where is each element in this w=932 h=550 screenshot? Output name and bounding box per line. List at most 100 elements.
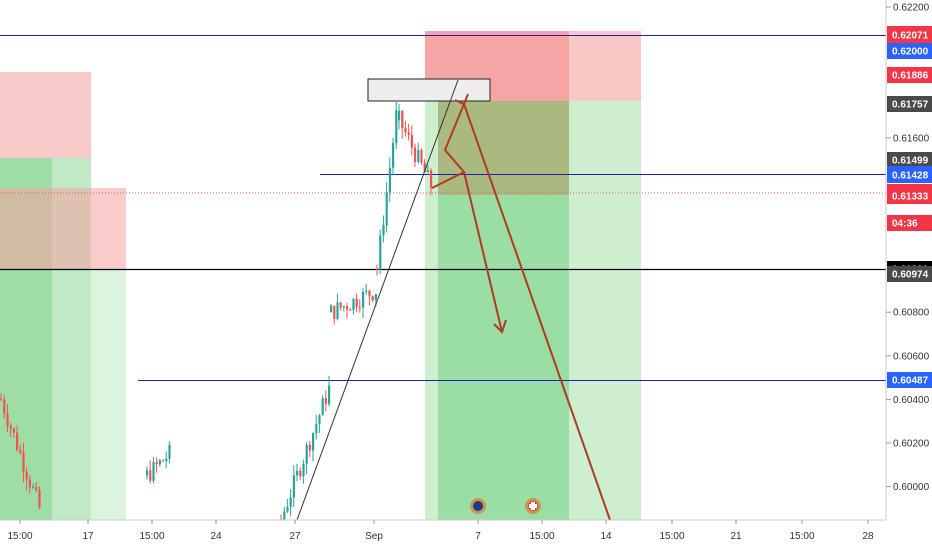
candle-body-50 bbox=[371, 296, 374, 301]
candle-body-5 bbox=[16, 432, 19, 451]
candle-body-2 bbox=[6, 413, 9, 426]
candle-body-18 bbox=[162, 460, 165, 462]
time-tick-label: 15:00 bbox=[139, 531, 164, 542]
candle-body-3 bbox=[9, 425, 12, 429]
candle-body-41 bbox=[342, 306, 345, 308]
time-tick-label: 14 bbox=[600, 531, 612, 542]
price-tick-label: 0.60200 bbox=[893, 439, 930, 450]
candle-body-45 bbox=[355, 298, 358, 308]
entry-overlap-zone bbox=[438, 101, 569, 195]
candle-body-19 bbox=[165, 458, 168, 462]
price-tag-label: 0.62071 bbox=[892, 31, 929, 42]
candle-body-10 bbox=[32, 486, 35, 488]
candle-body-11 bbox=[35, 486, 38, 490]
price-tag bbox=[887, 67, 932, 83]
price-tick-label: 0.60800 bbox=[893, 308, 930, 319]
candle-body-30 bbox=[308, 444, 311, 451]
candle-body-6 bbox=[19, 450, 22, 453]
price-tick-label: 0.62200 bbox=[893, 3, 930, 14]
price-tick-label: 0.60400 bbox=[893, 395, 930, 406]
time-tick-label: Sep bbox=[365, 531, 383, 542]
candle-body-32 bbox=[315, 424, 318, 434]
price-tag-label: 0.60487 bbox=[892, 376, 929, 387]
candle-body-7 bbox=[22, 452, 25, 472]
candle-body-34 bbox=[321, 398, 324, 416]
candle-body-51 bbox=[374, 294, 377, 301]
price-tag-label: 0.61757 bbox=[892, 100, 929, 111]
candle-body-65 bbox=[417, 149, 420, 162]
price-axis-tags: 0.620760.620710.620000.618860.617570.614… bbox=[887, 26, 932, 388]
candle-body-59 bbox=[398, 110, 401, 121]
time-tick-label: 21 bbox=[730, 531, 742, 542]
candle-body-31 bbox=[312, 433, 315, 451]
candle-body-0 bbox=[0, 399, 3, 401]
price-tag bbox=[887, 372, 932, 388]
price-tag-label: 0.61499 bbox=[892, 156, 929, 167]
candle-body-37 bbox=[330, 305, 333, 313]
time-tick-label: 15:00 bbox=[7, 531, 32, 542]
price-tag bbox=[887, 167, 932, 183]
time-tick-label: 17 bbox=[82, 531, 94, 542]
candle-body-42 bbox=[346, 306, 349, 310]
trend-line[interactable] bbox=[296, 79, 459, 521]
candle-body-66 bbox=[420, 149, 423, 163]
price-tick-label: 0.61600 bbox=[893, 133, 930, 144]
candle-body-1 bbox=[3, 399, 6, 414]
candle-body-63 bbox=[410, 135, 413, 148]
event-icons[interactable] bbox=[470, 498, 541, 514]
price-tag-label: 0.60974 bbox=[892, 270, 929, 281]
swiss-cross-icon bbox=[529, 502, 537, 510]
candle-body-39 bbox=[336, 302, 339, 319]
candle-body-49 bbox=[368, 290, 371, 297]
candle-body-33 bbox=[318, 415, 321, 425]
candle-body-25 bbox=[292, 475, 295, 498]
trade-zones-layer bbox=[0, 31, 641, 520]
candle-body-35 bbox=[324, 398, 327, 404]
australia-flag-inner-icon bbox=[473, 501, 483, 511]
candle-body-53 bbox=[379, 235, 382, 270]
candle-body-8 bbox=[25, 471, 28, 480]
candle-body-13 bbox=[146, 470, 149, 476]
time-tick-label: 15:00 bbox=[529, 531, 554, 542]
price-tag bbox=[887, 27, 932, 43]
candle-body-14 bbox=[149, 470, 152, 481]
candle-body-27 bbox=[299, 470, 302, 477]
price-tag bbox=[887, 152, 932, 168]
time-axis-background bbox=[0, 520, 932, 550]
candle-body-36 bbox=[328, 385, 331, 404]
price-tick-label: 0.60600 bbox=[893, 351, 930, 362]
candle-body-22 bbox=[283, 511, 286, 520]
candle-body-52 bbox=[376, 268, 379, 270]
price-tag bbox=[887, 188, 932, 204]
price-tag bbox=[887, 43, 932, 59]
price-tick-label: 0.60000 bbox=[893, 482, 930, 493]
price-tag bbox=[887, 266, 932, 282]
price-tag bbox=[887, 96, 932, 112]
price-tag-label: 0.61428 bbox=[892, 171, 929, 182]
candle-body-60 bbox=[401, 110, 404, 129]
candle-body-48 bbox=[365, 290, 368, 292]
candle-body-57 bbox=[392, 143, 395, 168]
candle-body-38 bbox=[333, 305, 336, 319]
candle-body-4 bbox=[12, 428, 15, 433]
candle-body-15 bbox=[152, 461, 155, 481]
candle-body-54 bbox=[382, 225, 385, 236]
horizontal-lines-layer bbox=[0, 35, 886, 381]
arrow-head-2 bbox=[493, 319, 507, 334]
candle-body-17 bbox=[158, 460, 161, 465]
candle-body-55 bbox=[385, 192, 388, 226]
candle-body-62 bbox=[407, 132, 410, 136]
candle-body-28 bbox=[302, 463, 305, 477]
time-axis-ticks: 15:00 17 15:00 24 27 Sep 7 15:00 14 15:00 21 15:00 2… bbox=[7, 520, 874, 542]
price-tag bbox=[887, 215, 932, 231]
arrow-up-path bbox=[431, 103, 466, 189]
candle-body-43 bbox=[349, 309, 352, 311]
price-tag-label: 0.61333 bbox=[892, 192, 929, 203]
projection-arrows bbox=[431, 93, 611, 521]
candle-body-64 bbox=[414, 147, 417, 162]
price-tag-label: 0.61886 bbox=[892, 71, 929, 82]
stop-zone-left-lower bbox=[0, 188, 126, 270]
candle-body-12 bbox=[38, 489, 41, 508]
candle-body-61 bbox=[404, 128, 407, 133]
